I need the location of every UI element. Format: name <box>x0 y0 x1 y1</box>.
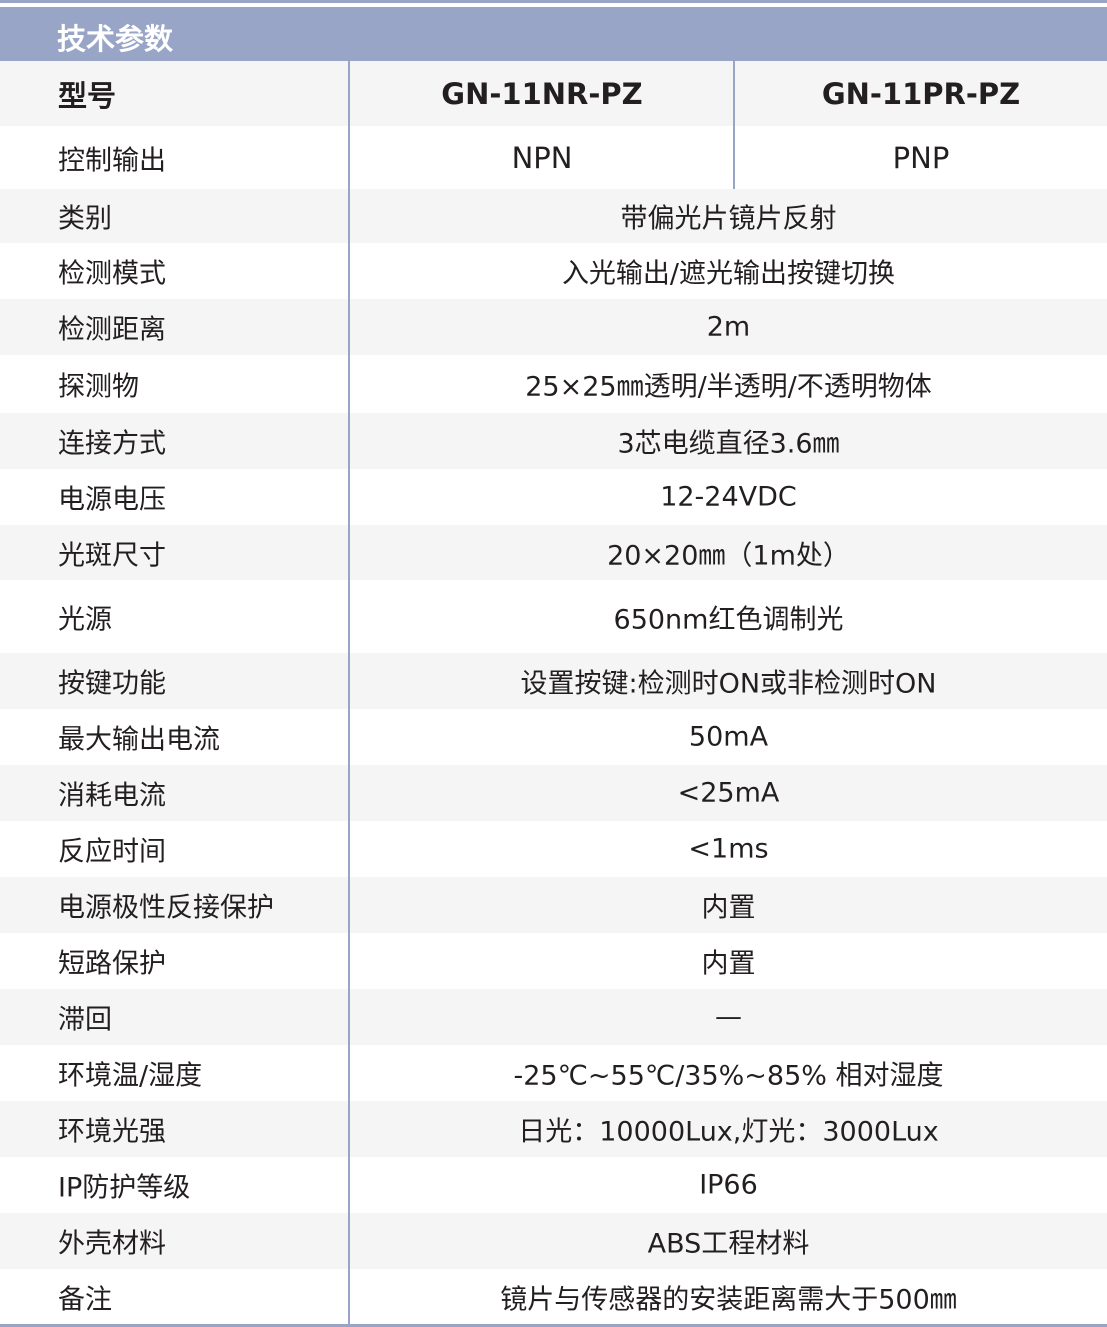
output-npn: NPN <box>511 140 573 175</box>
row-value: 650nm红色调制光 <box>613 604 844 635</box>
output-pnp: PNP <box>892 140 950 175</box>
row-value: 内置 <box>701 948 756 980</box>
table-row: 环境光强 日光：10000Lux,灯光：3000Lux <box>0 1101 1107 1157</box>
row-value: 20×20㎜（1m处） <box>607 540 850 571</box>
table-row-output: 控制输出 NPN PNP <box>0 126 1107 189</box>
row-value: 25×25㎜透明/半透明/不透明物体 <box>525 371 932 403</box>
row-value: 12-24VDC <box>660 481 797 513</box>
model-pnp: GN-11PR-PZ <box>821 76 1021 111</box>
table-row: 外壳材料 ABS工程材料 <box>0 1213 1107 1269</box>
row-label: 光源 <box>58 604 112 635</box>
row-label: 型号 <box>58 78 117 113</box>
row-value: ABS工程材料 <box>647 1228 810 1260</box>
table-row: 短路保护 内置 <box>0 933 1107 989</box>
row-value: <1ms <box>688 833 769 865</box>
table-row-model: 型号 GN-11NR-PZ GN-11PR-PZ <box>0 61 1107 126</box>
row-label: 最大输出电流 <box>58 724 220 756</box>
row-label: 连接方式 <box>58 428 166 460</box>
row-label: 外壳材料 <box>58 1228 166 1260</box>
table-row: 按键功能 设置按键:检测时ON或非检测时ON <box>0 653 1107 709</box>
table-row: 光斑尺寸 20×20㎜（1m处） <box>0 525 1107 580</box>
row-label: 电源电压 <box>58 484 166 516</box>
row-value: 入光输出/遮光输出按键切换 <box>561 258 896 290</box>
table-row: 检测距离 2m <box>0 299 1107 355</box>
row-label: 反应时间 <box>58 836 166 868</box>
model-column-divider <box>733 61 735 189</box>
table-row: 类别 带偏光片镜片反射 <box>0 189 1107 243</box>
table-row: 反应时间 <1ms <box>0 821 1107 877</box>
row-value: IP66 <box>699 1169 758 1201</box>
row-label: 按键功能 <box>58 668 166 700</box>
row-value: 镜片与传感器的安装距离需大于500㎜ <box>500 1284 957 1315</box>
table-row: 备注 镜片与传感器的安装距离需大于500㎜ <box>0 1269 1107 1324</box>
row-label: 环境光强 <box>58 1116 166 1148</box>
table-row: 光源 650nm红色调制光 <box>0 580 1107 653</box>
table-row: 连接方式 3芯电缆直径3.6㎜ <box>0 413 1107 469</box>
table-row: 探测物 25×25㎜透明/半透明/不透明物体 <box>0 355 1107 413</box>
row-label: 消耗电流 <box>58 780 166 812</box>
column-divider <box>348 61 350 1325</box>
bottom-divider <box>0 1324 1107 1327</box>
row-label: 类别 <box>58 203 112 235</box>
table-row: 电源电压 12-24VDC <box>0 469 1107 525</box>
table-row: 最大输出电流 50mA <box>0 709 1107 765</box>
row-value: 带偏光片镜片反射 <box>620 203 837 235</box>
row-value: 3芯电缆直径3.6㎜ <box>617 428 840 460</box>
table-row: 滞回 — <box>0 989 1107 1045</box>
row-value: -25℃~55℃/35%~85% 相对湿度 <box>513 1060 944 1092</box>
row-label: 备注 <box>58 1284 112 1315</box>
row-value: 日光：10000Lux,灯光：3000Lux <box>518 1116 939 1148</box>
row-value: — <box>715 1001 742 1033</box>
row-label: 滞回 <box>58 1004 112 1036</box>
row-value: 内置 <box>701 892 756 924</box>
row-label: 检测模式 <box>58 258 166 290</box>
row-label: IP防护等级 <box>58 1172 191 1204</box>
row-value: 设置按键:检测时ON或非检测时ON <box>520 668 937 700</box>
row-value: 2m <box>706 311 751 343</box>
row-value: <25mA <box>677 777 780 809</box>
row-label: 环境温/湿度 <box>58 1060 203 1092</box>
model-npn: GN-11NR-PZ <box>441 76 643 111</box>
row-label: 短路保护 <box>58 948 166 980</box>
row-label: 控制输出 <box>58 145 166 176</box>
row-label: 电源极性反接保护 <box>58 892 274 924</box>
section-header: 技术参数 <box>0 7 1107 61</box>
table-row: 环境温/湿度 -25℃~55℃/35%~85% 相对湿度 <box>0 1045 1107 1101</box>
row-label: 光斑尺寸 <box>58 540 166 571</box>
row-value: 50mA <box>688 721 769 753</box>
table-row: IP防护等级 IP66 <box>0 1157 1107 1213</box>
section-title: 技术参数 <box>57 22 174 56</box>
table-row: 电源极性反接保护 内置 <box>0 877 1107 933</box>
row-label: 探测物 <box>58 371 139 403</box>
row-label: 检测距离 <box>58 314 166 346</box>
top-divider <box>0 0 1107 3</box>
table-row: 检测模式 入光输出/遮光输出按键切换 <box>0 243 1107 299</box>
table-row: 消耗电流 <25mA <box>0 765 1107 821</box>
